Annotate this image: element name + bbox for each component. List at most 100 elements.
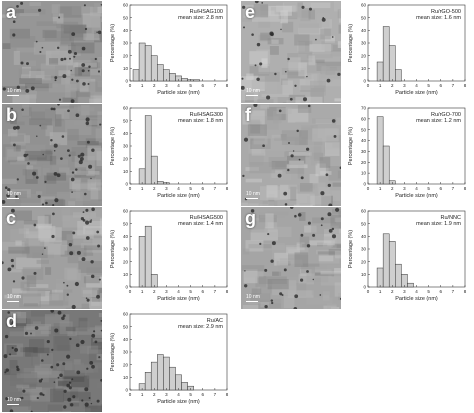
- tem-grain: [10, 292, 23, 300]
- tem-grain: [7, 128, 18, 137]
- tem-grain: [250, 126, 265, 138]
- x-tick-label: 1: [141, 392, 144, 397]
- tem-grain: [56, 279, 80, 284]
- tem-grain: [28, 395, 46, 410]
- y-tick-label: 70: [361, 106, 367, 111]
- tem-grain: [287, 290, 314, 298]
- y-tick-label: 20: [123, 362, 129, 367]
- nanoparticle: [50, 138, 53, 142]
- sample-label: Ru/HSAG300: [190, 112, 223, 118]
- x-tick-label: 1: [141, 186, 144, 191]
- y-tick-label: 30: [361, 41, 367, 46]
- tem-grain: [266, 185, 278, 198]
- tem-grain: [321, 195, 333, 206]
- nanoparticle: [90, 260, 94, 264]
- nanoparticle: [312, 233, 316, 237]
- tem-grain: [248, 144, 262, 154]
- nanoparticle: [254, 1, 259, 4]
- tem-grain: [282, 2, 298, 12]
- tem-grain: [317, 242, 328, 247]
- nanoparticle: [283, 191, 288, 196]
- x-tick-label: 8: [226, 289, 229, 294]
- tem-grain: [22, 104, 29, 116]
- nanoparticle: [70, 99, 75, 103]
- tem-grain: [34, 77, 58, 88]
- nanoparticle: [315, 38, 317, 41]
- tem-grain: [258, 303, 282, 309]
- nanoparticle: [24, 331, 29, 335]
- nanoparticle: [41, 203, 45, 206]
- nanoparticle: [38, 379, 43, 383]
- nanoparticle: [94, 57, 97, 61]
- nanoparticle: [41, 46, 44, 49]
- scale-bar: [7, 403, 19, 405]
- nanoparticle: [76, 370, 81, 375]
- tem-grain: [67, 107, 95, 112]
- tem-grain: [81, 303, 90, 309]
- tem-grain: [97, 81, 102, 88]
- nanoparticle: [74, 281, 79, 287]
- nanoparticle: [280, 28, 282, 31]
- tem-grain: [302, 65, 330, 74]
- tem-grain: [46, 172, 67, 181]
- tem-grain: [280, 184, 298, 199]
- tem-grain: [251, 79, 267, 90]
- nanoparticle: [71, 191, 73, 193]
- tem-grain: [32, 252, 54, 259]
- tem-grain: [271, 134, 281, 139]
- y-tick-label: 50: [361, 15, 367, 20]
- x-tick-label: 8: [226, 186, 229, 191]
- nanoparticle: [12, 33, 16, 37]
- nanoparticle: [50, 310, 54, 313]
- nanoparticle: [327, 212, 332, 217]
- tem-grain: [331, 232, 341, 245]
- tem-grain: [51, 143, 61, 153]
- nanoparticle: [90, 274, 95, 279]
- tem-grain: [19, 194, 42, 200]
- tem-grain: [17, 8, 46, 15]
- tem-grain: [245, 92, 254, 102]
- tem-grain: [83, 276, 100, 284]
- tem-grain: [323, 305, 337, 309]
- nanoparticle: [66, 293, 69, 296]
- tem-grain: [320, 171, 332, 175]
- tem-grain: [37, 289, 55, 296]
- y-tick-label: 60: [361, 3, 367, 8]
- tem-grain: [245, 240, 264, 252]
- tem-grain: [65, 307, 90, 309]
- y-tick-label: 60: [123, 312, 129, 317]
- tem-grain: [329, 66, 337, 71]
- tem-grain: [298, 274, 314, 285]
- tem-grain: [34, 364, 62, 378]
- tem-grain: [77, 38, 101, 42]
- tem-grain: [306, 273, 329, 283]
- nanoparticle: [302, 97, 308, 102]
- nanoparticle: [87, 83, 90, 85]
- tem-grain: [266, 80, 278, 93]
- tem-grain: [273, 298, 282, 304]
- tem-grain: [56, 191, 83, 206]
- tem-grain: [52, 159, 68, 170]
- y-tick-label: 0: [363, 79, 366, 84]
- tem-image-e: e 10 nm: [241, 1, 341, 103]
- nanoparticle: [278, 109, 282, 113]
- histogram-bar: [157, 64, 164, 82]
- tem-grain: [283, 295, 295, 309]
- tem-grain: [26, 275, 37, 288]
- nanoparticle: [66, 284, 69, 287]
- tem-grain: [36, 68, 63, 78]
- y-tick-label: 20: [123, 156, 129, 161]
- nanoparticle: [71, 171, 75, 174]
- tem-grain: [337, 9, 341, 19]
- tem-grain: [97, 6, 102, 13]
- tem-grain: [20, 202, 47, 206]
- tem-grain: [323, 291, 330, 301]
- histogram-bar: [376, 116, 384, 185]
- histogram-bar: [138, 236, 146, 288]
- nanoparticle: [2, 199, 6, 204]
- tem-grain: [36, 21, 57, 26]
- tem-grain: [328, 128, 336, 141]
- tem-grain: [310, 159, 318, 166]
- tem-grain: [86, 115, 98, 127]
- tem-grain: [89, 7, 102, 17]
